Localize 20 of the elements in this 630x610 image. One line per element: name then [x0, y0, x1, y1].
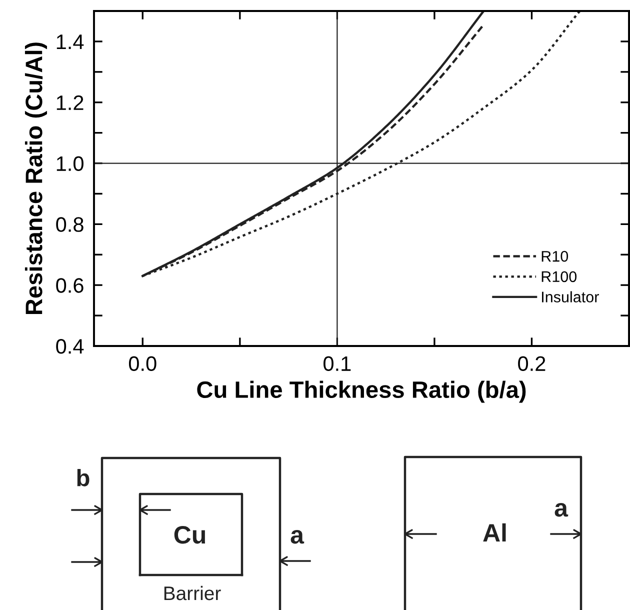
- y-tick-label: 0.6: [56, 278, 84, 293]
- y-axis-title: Resistance Ratio (Cu/Al): [24, 42, 47, 314]
- y-tick-label: 1.2: [56, 95, 84, 110]
- text: Cu: [174, 526, 206, 544]
- text: a: [554, 503, 568, 517]
- text: Al: [483, 523, 506, 542]
- text: a: [290, 530, 304, 544]
- legend-label: R10: [542, 250, 568, 262]
- text: Barrier: [164, 586, 221, 600]
- legend-label: Insulator: [542, 291, 599, 302]
- y-tick-label: 1.4: [56, 34, 84, 50]
- x-axis-title: Cu Line Thickness Ratio (b/a): [197, 380, 526, 403]
- x-tick-label: 0.1: [324, 356, 351, 372]
- text: b: [77, 468, 90, 486]
- legend-label: R100: [542, 271, 577, 282]
- x-tick-label: 0.2: [518, 356, 546, 372]
- y-tick-label: 0.8: [56, 217, 84, 232]
- x-tick-label: 0.0: [128, 356, 156, 372]
- y-tick-label: 1.0: [56, 156, 84, 172]
- y-tick-label: 0.4: [56, 339, 84, 354]
